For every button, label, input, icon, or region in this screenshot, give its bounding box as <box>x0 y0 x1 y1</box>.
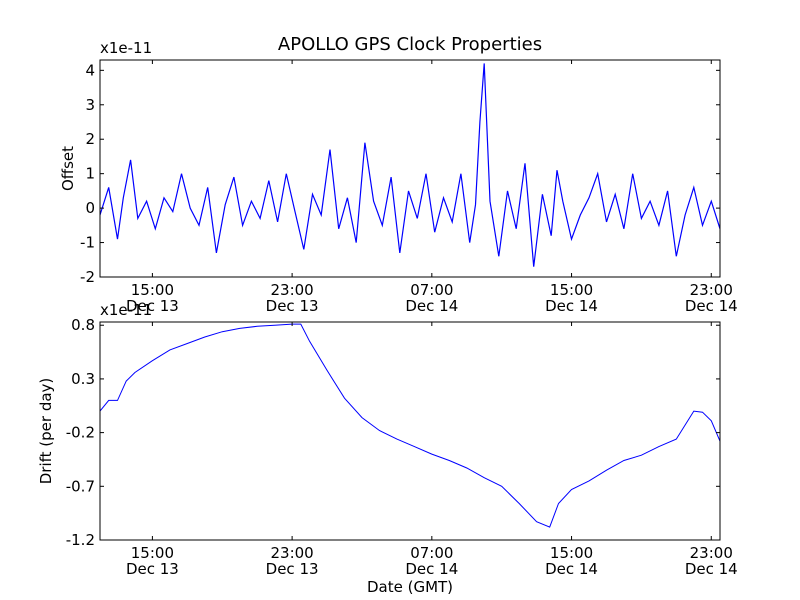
drift-series-line <box>100 323 720 528</box>
x-tick-date-label: Dec 14 <box>685 297 738 315</box>
y-tick-label: -0.7 <box>66 477 95 495</box>
x-tick-time-label: 07:00 <box>410 544 453 562</box>
y-scale-multiplier: x1e-11 <box>100 39 152 57</box>
y-axis-label: Drift (per day) <box>37 378 55 485</box>
y-tick-label: 2 <box>85 130 95 148</box>
x-tick-date-label: Dec 14 <box>545 297 598 315</box>
plot-area <box>100 60 720 277</box>
x-tick-time-label: 15:00 <box>131 544 174 562</box>
x-tick-time-label: 15:00 <box>550 544 593 562</box>
x-tick-time-label: 23:00 <box>270 281 313 299</box>
x-tick-time-label: 15:00 <box>550 281 593 299</box>
x-tick-time-label: 23:00 <box>690 281 733 299</box>
x-tick-time-label: 23:00 <box>690 544 733 562</box>
y-tick-label: 1 <box>85 165 95 183</box>
y-tick-label: -1 <box>80 234 95 252</box>
y-scale-multiplier: x1e-11 <box>100 301 152 319</box>
x-tick-time-label: 15:00 <box>131 281 174 299</box>
y-tick-label: -0.2 <box>66 424 95 442</box>
offset-series-line <box>100 63 720 267</box>
y-tick-label: 3 <box>85 96 95 114</box>
x-tick-time-label: 23:00 <box>270 544 313 562</box>
x-tick-date-label: Dec 13 <box>126 560 179 578</box>
x-tick-time-label: 07:00 <box>410 281 453 299</box>
x-tick-date-label: Dec 13 <box>266 297 319 315</box>
y-tick-label: 4 <box>85 61 95 79</box>
x-axis-label: Date (GMT) <box>367 578 453 596</box>
y-tick-label: 0.3 <box>71 370 95 388</box>
x-tick-date-label: Dec 14 <box>405 297 458 315</box>
y-tick-label: -1.2 <box>66 531 95 549</box>
y-tick-label: 0.8 <box>71 316 95 334</box>
plot-area <box>100 322 720 540</box>
x-tick-date-label: Dec 14 <box>545 560 598 578</box>
x-tick-date-label: Dec 13 <box>266 560 319 578</box>
y-tick-label: -2 <box>80 268 95 286</box>
axes-frame <box>99 59 721 278</box>
x-tick-date-label: Dec 14 <box>685 560 738 578</box>
axes-frame <box>99 321 721 541</box>
y-tick-label: 0 <box>85 199 95 217</box>
x-tick-date-label: Dec 14 <box>405 560 458 578</box>
x-tick-date-label: Dec 13 <box>126 297 179 315</box>
chart-title: APOLLO GPS Clock Properties <box>278 34 542 55</box>
y-axis-label: Offset <box>59 146 77 191</box>
